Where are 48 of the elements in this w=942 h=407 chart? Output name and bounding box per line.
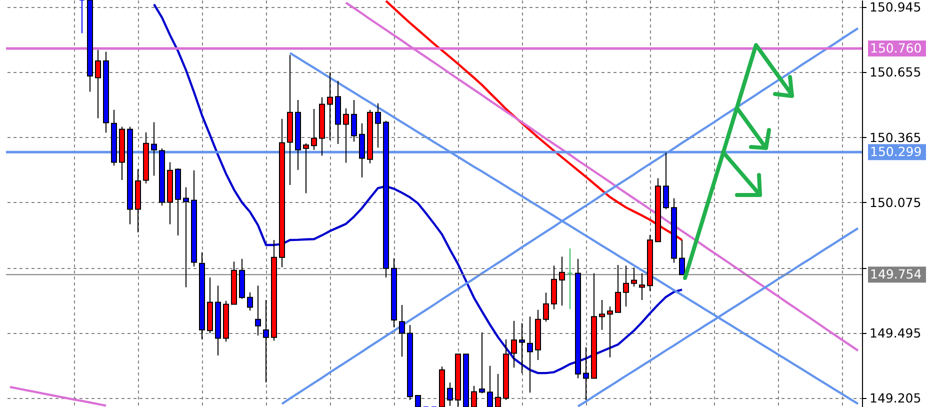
y-tick-label: 150.365 bbox=[870, 130, 922, 145]
candlestick bbox=[247, 292, 253, 312]
ref-line-label: 150.760 bbox=[870, 40, 922, 56]
candlestick bbox=[623, 265, 629, 308]
line-series bbox=[384, 0, 684, 242]
candlestick bbox=[559, 256, 565, 306]
candlestick bbox=[543, 292, 549, 322]
candlestick bbox=[399, 304, 405, 358]
candlestick bbox=[495, 373, 501, 407]
candlestick bbox=[607, 306, 613, 358]
candlestick bbox=[519, 322, 525, 374]
y-tick-label: 149.205 bbox=[870, 390, 922, 406]
line-series bbox=[8, 386, 108, 407]
ref-line-label: 150.299 bbox=[870, 144, 922, 160]
candlestick bbox=[679, 240, 685, 276]
candlestick bbox=[327, 72, 333, 141]
candlestick bbox=[415, 395, 421, 407]
candlestick bbox=[639, 272, 645, 301]
y-tick-label: 149.495 bbox=[870, 325, 922, 340]
candlestick bbox=[487, 365, 493, 407]
candlestick bbox=[527, 316, 533, 394]
candlestick bbox=[343, 108, 349, 164]
candlestick bbox=[255, 285, 261, 336]
y-tick-label: 150.945 bbox=[870, 0, 922, 14]
candlestick bbox=[359, 122, 365, 178]
candlestick bbox=[447, 382, 453, 406]
candlestick bbox=[311, 108, 317, 150]
candlestick bbox=[631, 267, 637, 288]
candlestick bbox=[567, 248, 573, 310]
candlestick bbox=[95, 49, 101, 119]
ref-line-label: 149.754 bbox=[870, 266, 922, 282]
y-tick-label: 150.655 bbox=[870, 64, 922, 80]
y-tick-label: 150.075 bbox=[870, 194, 922, 210]
candlestick bbox=[599, 300, 605, 330]
candlestick bbox=[303, 142, 309, 194]
candlestick bbox=[263, 300, 269, 384]
candlestick bbox=[151, 122, 157, 176]
candlestick bbox=[471, 385, 477, 407]
candlestick bbox=[79, 0, 85, 34]
candlestick bbox=[511, 320, 517, 368]
candlestick bbox=[351, 100, 357, 142]
candlestick bbox=[583, 346, 589, 401]
candlestick bbox=[663, 152, 669, 210]
line-series bbox=[152, 3, 684, 374]
candlestick bbox=[375, 102, 381, 148]
candlestick bbox=[615, 264, 621, 313]
candlestick bbox=[183, 186, 189, 288]
candlestick bbox=[479, 332, 485, 394]
